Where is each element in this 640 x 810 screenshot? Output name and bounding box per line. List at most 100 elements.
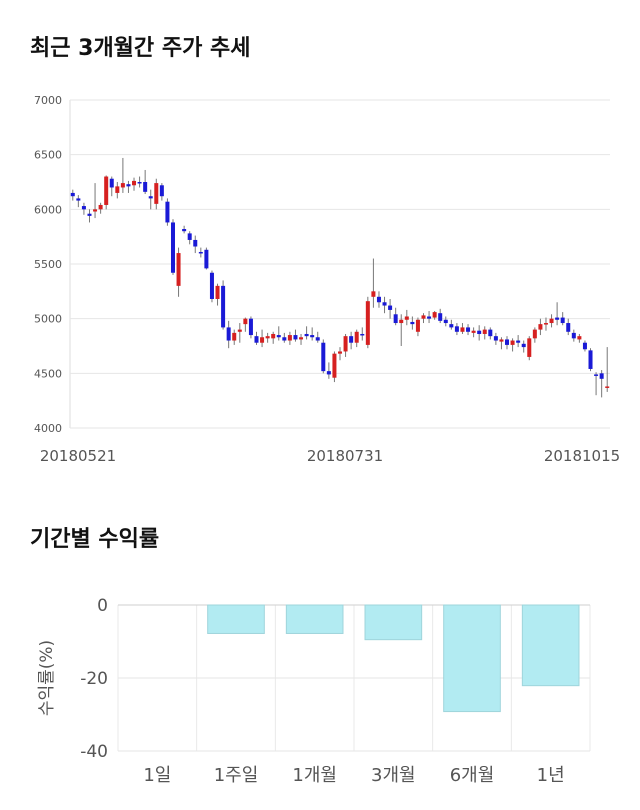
candle [132, 177, 137, 191]
candle [287, 331, 292, 345]
candle [93, 183, 98, 219]
candle-body [187, 233, 192, 240]
candle-body [538, 324, 543, 330]
candle-body [132, 180, 137, 186]
x-tick-label: 20180731 [307, 447, 383, 465]
y-tick-label: -40 [80, 742, 108, 762]
candle-body [204, 249, 209, 269]
candle [126, 180, 131, 193]
candle-body [293, 335, 298, 340]
candle-body [115, 186, 120, 193]
candle [182, 225, 187, 234]
candle-body [248, 318, 253, 336]
candle [421, 313, 426, 324]
candle-body [70, 192, 75, 197]
candle [226, 320, 231, 349]
candle-body [276, 335, 281, 338]
candle [493, 332, 498, 345]
x-tick-label: 20181015 [544, 447, 620, 465]
candle [104, 175, 109, 210]
candle [81, 202, 86, 215]
candle [198, 247, 203, 258]
y-tick-label: 5500 [34, 258, 62, 271]
candle-body [93, 209, 98, 212]
candle-body [427, 316, 432, 319]
candle-body [76, 198, 81, 201]
candle-body [271, 333, 276, 339]
candle-body [371, 291, 376, 297]
candle [76, 195, 81, 208]
candle-body [543, 323, 548, 325]
candle [393, 307, 398, 326]
candle [505, 336, 510, 350]
candle [477, 325, 482, 341]
candle-body [443, 319, 448, 324]
candle-body [549, 318, 554, 324]
candle-body [571, 332, 576, 339]
y-tick-label: -20 [80, 669, 108, 689]
candle-body [415, 319, 420, 332]
candle [109, 176, 114, 197]
candle-body [454, 326, 459, 332]
candle-body [499, 339, 504, 342]
candle [354, 329, 359, 348]
candle [98, 202, 103, 214]
candle-body [482, 329, 487, 334]
candle [388, 298, 393, 319]
candle-body [226, 327, 231, 341]
candle [516, 335, 521, 348]
candle [382, 296, 387, 314]
candle [349, 331, 354, 350]
candle [399, 314, 404, 346]
candle [248, 316, 253, 339]
candle-body [566, 323, 571, 332]
candle-body [360, 333, 365, 336]
candle [204, 247, 209, 270]
candle [232, 329, 237, 345]
returns-chart-title: 기간별 수익률 [30, 527, 160, 552]
candle-body [555, 317, 560, 320]
candle-body [527, 338, 532, 357]
candle-body [410, 321, 415, 325]
candle [605, 347, 610, 392]
candle [159, 183, 164, 201]
candle-body [137, 182, 142, 184]
candle-body [493, 336, 498, 341]
candle-body [521, 343, 526, 348]
candle [165, 198, 170, 226]
y-axis-label: 수익률(%) [37, 640, 57, 716]
candle [254, 331, 259, 345]
candle-body [81, 206, 86, 210]
candle [454, 323, 459, 336]
candle-body [148, 196, 153, 199]
candle-body [87, 213, 92, 216]
candle [265, 332, 270, 343]
candle [276, 326, 281, 341]
candle [243, 317, 248, 332]
candle [293, 329, 298, 342]
x-tick-label: 6개월 [450, 765, 495, 786]
candle [521, 340, 526, 353]
x-tick-label: 1주일 [214, 765, 259, 786]
candle [510, 338, 515, 352]
candle [310, 327, 315, 341]
candle [471, 327, 476, 338]
return-bar [207, 604, 265, 634]
return-bar [521, 604, 580, 687]
y-tick-label: 6000 [34, 203, 62, 216]
candle [299, 333, 304, 345]
x-tick-label: 3개월 [371, 765, 416, 786]
candle [449, 319, 454, 330]
candle-body [438, 313, 443, 321]
candle-body [299, 337, 304, 340]
candle [221, 280, 226, 330]
candle-body [382, 302, 387, 306]
candle-body [326, 371, 331, 375]
candle-body [343, 336, 348, 352]
candle [482, 326, 487, 340]
candle [404, 309, 409, 326]
candle-body [421, 315, 426, 319]
returns-bar-chart: 0 -20 -40 1일 1주일 1개월 3개월 6개월 1년 수익률(%) [37, 596, 591, 786]
x-tick-label: 20180521 [40, 447, 116, 465]
candle [193, 235, 198, 254]
